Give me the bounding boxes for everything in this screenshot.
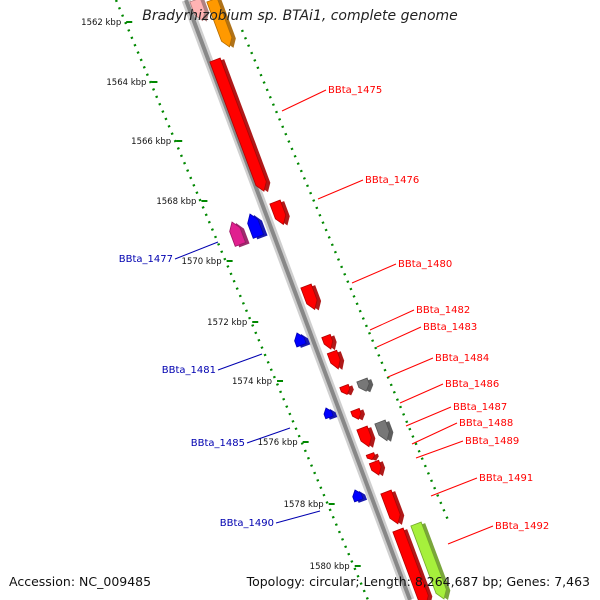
genome-backbone (184, 0, 412, 600)
gene-label-forward[interactable]: BBta_1492 (495, 521, 549, 532)
leader-line (405, 406, 452, 427)
gene-label-forward[interactable]: BBta_1484 (435, 353, 489, 364)
leader-line (217, 353, 263, 371)
gene-bbta-1480 (300, 283, 322, 311)
topology-value: circular (309, 574, 356, 589)
gene-bbta-1481 (294, 332, 311, 348)
gene-label-forward[interactable]: BBta_1486 (445, 379, 499, 390)
leader-line (376, 326, 422, 348)
gene-bbta-1487 (350, 407, 365, 421)
tick-label: 1576 kbp (258, 438, 298, 448)
leader-line (351, 263, 397, 284)
leader-line (369, 309, 415, 331)
genome-title: Bradyrhizobium sp. BTAi1, complete genom… (142, 8, 458, 24)
gene-label-reverse[interactable]: BBta_1490 (220, 518, 274, 529)
gene-label-reverse[interactable]: BBta_1477 (119, 254, 173, 265)
gene-bbta-1489 (365, 452, 379, 461)
leader-line (281, 89, 327, 112)
accession-info: Accession: NC_009485 (9, 574, 151, 589)
gene-bbta-1492-lime (410, 521, 451, 600)
tick-label: 1580 kbp (310, 562, 350, 572)
gene-label-forward[interactable]: BBta_1480 (398, 259, 452, 270)
gene-label-forward[interactable]: BBta_1487 (453, 402, 507, 413)
tick-label: 1562 kbp (81, 18, 121, 28)
gene-bbta-1477-magenta (229, 221, 250, 248)
gene-bbta-1476 (269, 199, 290, 226)
leader-line (411, 422, 458, 445)
gene-label-forward[interactable]: BBta_1476 (365, 175, 419, 186)
leader-line (317, 179, 364, 200)
gene-label-reverse[interactable]: BBta_1481 (162, 365, 216, 376)
gene-bbta-1490 (352, 489, 368, 503)
gene-bbta-1489b (368, 459, 386, 477)
tick-label: 1568 kbp (156, 197, 196, 207)
gene-bbta-1475 (209, 57, 271, 193)
gene-label-forward[interactable]: BBta_1483 (423, 322, 477, 333)
leader-line (430, 477, 478, 497)
tick-label: 1578 kbp (284, 500, 324, 510)
gene-label-forward[interactable]: BBta_1482 (416, 305, 470, 316)
genes-value: 7,463 (554, 574, 590, 589)
length-value: 8,264,687 bp (414, 574, 499, 589)
leader-line (174, 241, 219, 260)
gene-bbta-1485 (323, 407, 338, 420)
gene-bbta-1488-gray (374, 419, 394, 442)
leader-line (399, 383, 444, 404)
tick-label: 1566 kbp (131, 137, 171, 147)
accession-value: NC_009485 (79, 574, 152, 589)
accession-label: Accession: (9, 574, 76, 589)
leader-line (387, 357, 434, 378)
gene-top-pink (189, 0, 210, 22)
tick-label: 1564 kbp (106, 78, 146, 88)
gene-label-forward[interactable]: BBta_1489 (465, 436, 519, 447)
gene-label-forward[interactable]: BBta_1491 (479, 473, 533, 484)
tick-label: 1574 kbp (232, 377, 272, 387)
leader-line (275, 510, 321, 524)
gene-top-orange (206, 0, 236, 48)
ruler-outer-right (240, 29, 450, 521)
leader-line (415, 440, 464, 459)
tick-label: 1570 kbp (182, 257, 222, 267)
gene-bbta-1486-gray (356, 377, 374, 393)
genes-label: Genes: (506, 574, 551, 589)
gene-bbta-1483 (326, 349, 345, 370)
genome-summary: Topology: circular; Length: 8,264,687 bp… (246, 574, 590, 589)
gene-bbta-1477-blue (247, 213, 268, 240)
leader-line (246, 427, 291, 444)
topology-label: Topology: (246, 574, 306, 589)
gene-bbta-1482 (321, 333, 337, 351)
tick-label: 1572 kbp (207, 318, 247, 328)
gene-label-reverse[interactable]: BBta_1485 (191, 438, 245, 449)
gene-bbta-1491 (380, 489, 405, 525)
length-label: Length: (363, 574, 411, 589)
gene-label-forward[interactable]: BBta_1475 (328, 85, 382, 96)
gene-bbta-1488 (356, 425, 376, 448)
gene-bbta-1492-red (392, 527, 433, 600)
leader-line (447, 525, 494, 545)
gene-label-forward[interactable]: BBta_1488 (459, 418, 513, 429)
gene-bbta-1484 (339, 383, 354, 396)
